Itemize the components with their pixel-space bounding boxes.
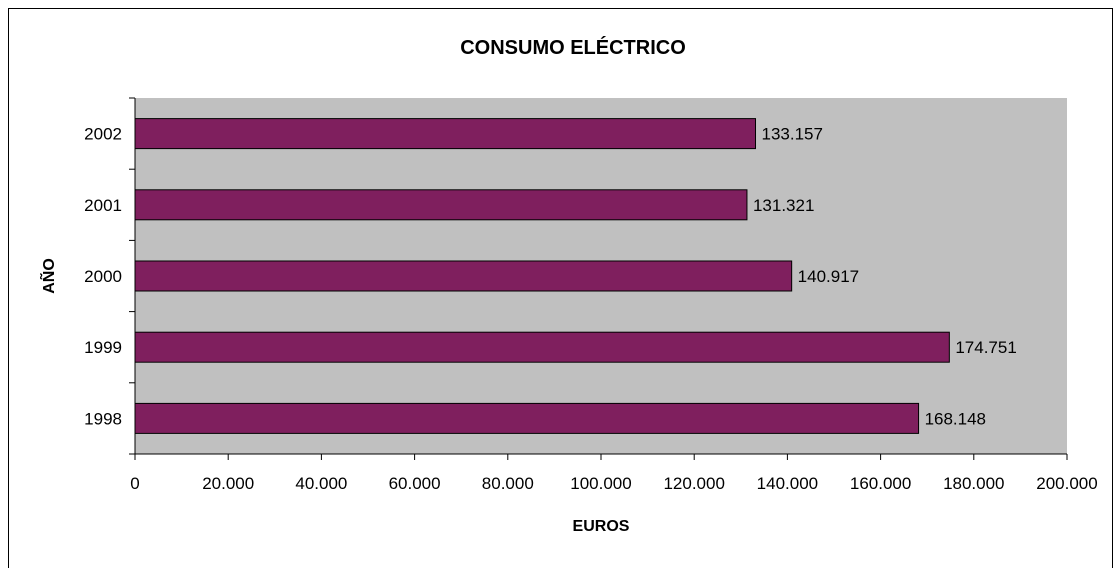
x-tick-label: 20.000 [202,474,254,493]
bar-1998 [134,402,920,434]
x-tick-label: 160.000 [850,474,911,493]
y-tick-label-2000: 2000 [84,267,122,286]
y-tick-label-2001: 2001 [84,196,122,215]
x-tick-label: 60.000 [389,474,441,493]
y-tick-label-2002: 2002 [84,125,122,144]
data-label-2000: 140.917 [798,267,859,286]
x-tick-label: 100.000 [570,474,631,493]
data-label-2001: 131.321 [753,196,814,215]
y-tick-label-1998: 1998 [84,409,122,428]
y-tick-label-1999: 1999 [84,338,122,357]
chart-title: CONSUMO ELÉCTRICO [460,36,686,59]
data-label-1998: 168.148 [925,409,986,428]
data-label-2002: 133.157 [762,125,823,144]
x-tick-label: 180.000 [943,474,1004,493]
x-tick-label: 80.000 [482,474,534,493]
x-tick-label: 40.000 [295,474,347,493]
data-label-1999: 174.751 [955,338,1016,357]
x-axis-title: EUROS [573,518,630,535]
chart-frame [8,8,1113,568]
x-tick-label: 120.000 [663,474,724,493]
bar-1999 [134,331,950,363]
bar-2002 [134,118,757,150]
y-axis-title: AÑO [38,258,58,294]
bar-2000 [134,260,793,292]
bar-2001 [134,189,748,221]
x-tick-label: 140.000 [757,474,818,493]
x-tick-label: 0 [130,474,139,493]
x-tick-label: 200.000 [1036,474,1097,493]
